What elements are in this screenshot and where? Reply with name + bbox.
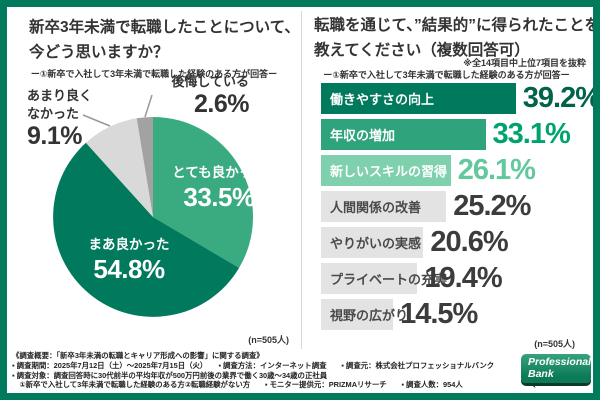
leader-line-notgood <box>82 114 111 127</box>
pie-label-verygood: とても良かった 33.5% <box>149 163 289 211</box>
bar-title-line2: 教えてください（複数回答可） <box>314 42 530 59</box>
bar: プライベートの充実 <box>321 263 447 294</box>
bar-respondent-note: ー①新卒で入社して3年未満で転職した経験のある方が回答ー <box>323 70 570 80</box>
bar-label: 視野の広がり <box>330 308 409 323</box>
logo-text-line2: Bank <box>528 367 554 380</box>
pie-label-regret-text: 後悔している <box>171 74 249 89</box>
bar: やりがいの実感 <box>321 227 424 258</box>
pie-slice-3 <box>136 116 153 217</box>
pie-label-verygood-value: 33.5% <box>183 182 255 212</box>
pie-title-line1: 新卒3年未満で転職したことについて、 <box>29 19 300 36</box>
pie-panel: 新卒3年未満で転職したことについて、 今どう思いますか？ ー①新卒で入社して3年… <box>7 7 301 351</box>
pie-slice-1 <box>53 142 240 317</box>
bar-row: 新しいスキルの習得 26.1% <box>321 155 589 186</box>
footer-line-target: ▪ 調査対象：調査回答時に30代前半の平均年収が500万円前後の業界で働く30歳… <box>12 370 328 380</box>
pie-chart <box>53 94 254 317</box>
bar-panel: 転職を通じて、”結果的”に得られたことを 教えてください（複数回答可） ※全14… <box>302 7 593 351</box>
pie-title-line2: 今どう思いますか？ <box>29 44 169 61</box>
pie-label-verygood-text: とても良かった <box>172 165 266 180</box>
bar-label: 働きやすさの向上 <box>330 92 435 107</box>
pie-label-good-value: 54.8% <box>93 254 165 284</box>
bar-label: 新しいスキルの習得 <box>330 164 448 179</box>
pie-slice-0 <box>153 117 254 268</box>
bar-label: 年収の増加 <box>330 128 396 143</box>
bar-row: 人間関係の改善 25.2% <box>321 191 589 222</box>
bar-value: 33.1% <box>492 118 571 150</box>
bar: 年収の増加 <box>321 119 486 150</box>
bar-panel-title: 転職を通じて、”結果的”に得られたことを 教えてください（複数回答可） <box>314 13 600 63</box>
bar-excerpt-note: ※全14項目中上位7項目を抜粋 <box>463 58 586 68</box>
bar-chart: 働きやすさの向上 39.2% 年収の増加 33.1% 新しいスキルの習得 26.1% 人間関… <box>321 83 593 335</box>
pie-sample-size: (n=505人) <box>248 335 289 345</box>
bar-sample-size: (n=505人) <box>534 339 575 349</box>
footer-line-period-method: ▪ 調査期間：2025年7月12日（土）～2025年7月15日（火） ▪ 調査方… <box>12 360 495 370</box>
professional-bank-logo: Professional Bank <box>521 354 591 390</box>
bar-value: 20.6% <box>430 226 508 258</box>
leader-line-regret <box>144 94 153 118</box>
bar-label: やりがいの実感 <box>330 236 422 251</box>
bar-row: やりがいの実感 20.6% <box>321 227 589 258</box>
bar-row: プライベートの充実 19.4% <box>321 263 589 294</box>
pie-slice-2 <box>85 118 153 217</box>
pie-label-regret: 後悔している 2.6% <box>147 73 249 118</box>
pie-label-good-text: まあ良かった <box>88 237 170 252</box>
bar: 働きやすさの向上 <box>321 83 516 114</box>
footer-line-overview: 《調査概要：「新卒3年未満の転職とキャリア形成への影響」に関する調査》 <box>12 351 264 360</box>
panel-divider <box>301 11 302 349</box>
pie-panel-title: 新卒3年未満で転職したことについて、 今どう思いますか？ <box>29 15 300 65</box>
footer-line-monitor-count: ①新卒で入社して3年未満で転職した経験のある方②転職経験がない方 ▪ モニター提… <box>12 380 463 390</box>
pie-label-notgood-value: 9.1% <box>27 122 82 150</box>
bar-label: 人間関係の改善 <box>330 200 422 215</box>
bar-row: 視野の広がり 14.5% <box>321 299 589 330</box>
bar: 新しいスキルの習得 <box>321 155 451 186</box>
bar-value: 19.4% <box>424 262 502 294</box>
bar: 人間関係の改善 <box>321 191 447 222</box>
bar-row: 働きやすさの向上 39.2% <box>321 83 593 114</box>
bar-value: 14.5% <box>400 298 478 330</box>
bar-value: 26.1% <box>457 154 536 186</box>
logo-badge: Professional Bank <box>521 354 591 383</box>
bar-row: 年収の増加 33.1% <box>321 119 589 150</box>
bar-label: プライベートの充実 <box>330 272 448 287</box>
pie-respondent-note: ー①新卒で入社して3年未満で転職した経験のある方が回答ー <box>30 69 278 79</box>
bar-value: 25.2% <box>453 190 531 222</box>
bar-title-line1: 転職を通じて、”結果的”に得られたことを <box>314 17 600 34</box>
bar-value: 39.2% <box>522 82 600 114</box>
pie-label-notgood-text: あまり良くなかった <box>27 88 93 121</box>
survey-footer: 《調査概要：「新卒3年未満の転職とキャリア形成への影響」に関する調査》 ▪ 調査… <box>7 351 593 393</box>
pie-label-notgood: あまり良くなかった 9.1% <box>27 87 99 150</box>
pie-label-good: まあ良かった 54.8% <box>59 235 199 283</box>
pie-label-regret-value: 2.6% <box>194 90 249 118</box>
bar: 視野の広がり <box>321 299 408 330</box>
logo-text-line1: Professional <box>528 356 592 368</box>
